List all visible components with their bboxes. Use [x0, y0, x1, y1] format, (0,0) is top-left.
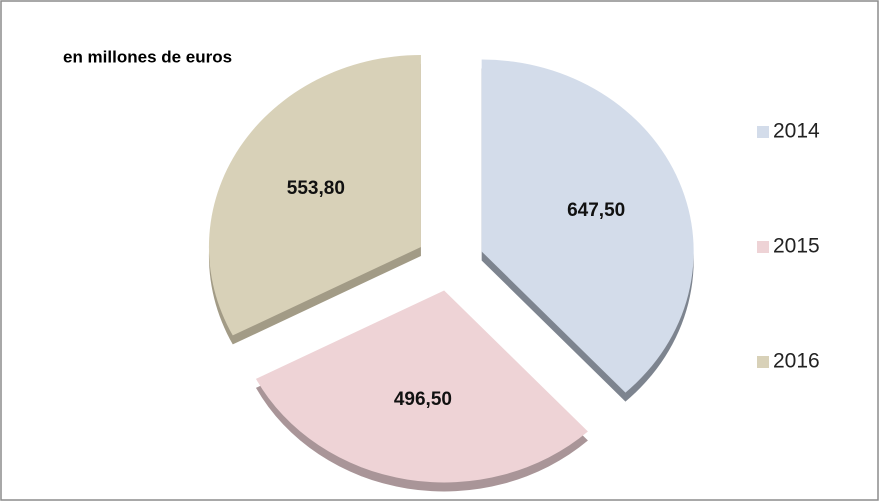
data-label: 647,50: [567, 200, 625, 221]
legend-swatch: [757, 241, 769, 253]
legend-swatch: [757, 126, 769, 138]
legend-label: 2014: [773, 120, 820, 143]
data-label: 496,50: [394, 389, 452, 410]
legend-swatch: [757, 356, 769, 368]
slice: [481, 59, 694, 393]
chart-title: en millones de euros: [63, 47, 232, 66]
legend-label: 2016: [773, 350, 820, 373]
data-label: 553,80: [287, 178, 345, 199]
slice: [255, 290, 588, 483]
legend-label: 2015: [773, 235, 820, 258]
slice: [208, 54, 421, 336]
